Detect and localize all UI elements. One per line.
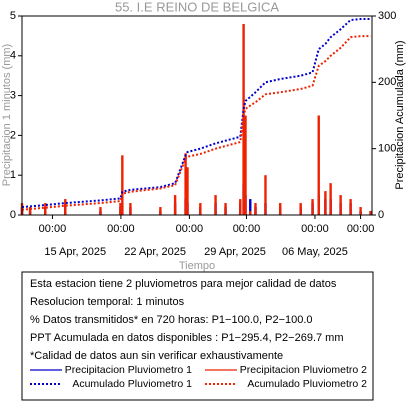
bar <box>121 155 124 215</box>
bar <box>119 203 122 215</box>
bar <box>129 203 132 215</box>
bar <box>324 191 327 215</box>
legend-label: Acumulado Pluviometro 2 <box>247 378 367 390</box>
note: Resolucion temporal: 1 minutos <box>30 296 185 308</box>
legend-label: Precipitacion Pluviometro 1 <box>65 364 192 376</box>
bar <box>199 203 202 215</box>
cumulative-line <box>21 18 371 209</box>
legend-label: Precipitacion Pluviometro 2 <box>240 364 367 376</box>
x-date-label: 06 May, 2025 <box>282 246 348 258</box>
bar <box>224 203 227 215</box>
bar <box>249 211 252 215</box>
x-date-label: 15 Apr, 2025 <box>44 246 106 258</box>
bar <box>239 199 242 215</box>
y-tick-label: 4 <box>10 50 16 62</box>
x-tick-label: 00:00 <box>301 223 329 235</box>
x-tick-label: 00:00 <box>107 223 135 235</box>
y2-tick-label: 200 <box>378 76 396 88</box>
y2-tick-label: 300 <box>378 10 396 22</box>
x-date-label: 22 Apr, 2025 <box>124 246 186 258</box>
plot-frame <box>21 15 373 216</box>
bar <box>244 115 247 215</box>
chart-title: 55. I.E REINO DE BELGICA <box>115 0 279 14</box>
bar <box>99 207 102 215</box>
bar <box>254 203 257 215</box>
x-tick-label: 00:00 <box>233 223 261 235</box>
bar <box>369 211 372 215</box>
x-tick-label: 00:00 <box>347 223 375 235</box>
y-tick-label: 0 <box>10 209 16 221</box>
bar <box>186 167 189 215</box>
bar <box>279 203 282 215</box>
x-tick-label: 00:00 <box>39 223 67 235</box>
bar <box>299 203 302 215</box>
y-tick-label: 2 <box>10 129 16 141</box>
y-axis-label: Precipitacion 1 minutos (mm) <box>1 44 13 186</box>
note: Esta estacion tiene 2 pluviometros para … <box>30 278 337 290</box>
bar <box>329 183 332 215</box>
bar <box>28 207 32 215</box>
bar <box>249 199 252 215</box>
y2-tick-label: 100 <box>378 143 396 155</box>
bar <box>64 199 67 215</box>
bar <box>44 203 47 215</box>
bar <box>173 195 177 215</box>
bar <box>264 175 267 215</box>
y-tick-label: 5 <box>10 10 16 22</box>
x-axis-label: Tiempo <box>179 260 215 272</box>
bar <box>317 115 320 215</box>
note: % Datos transmitidos* en 720 horas: P1−1… <box>30 314 313 326</box>
y2-axis-label: Precipitacion Acumulada (mm) <box>394 40 406 189</box>
bar <box>359 207 362 215</box>
cumulative-line <box>21 35 371 211</box>
bar <box>159 207 162 215</box>
x-tick-label: 00:00 <box>176 223 204 235</box>
y-tick-label: 3 <box>10 90 16 102</box>
bar <box>349 199 352 215</box>
note: *Calidad de datos aun sin verificar exha… <box>30 350 283 362</box>
bar <box>311 199 314 215</box>
bar <box>339 195 342 215</box>
bar <box>184 153 187 215</box>
y-tick-label: 1 <box>10 169 16 181</box>
y2-tick-label: 0 <box>378 209 384 221</box>
legend-box <box>21 271 374 401</box>
legend-label: Acumulado Pluviometro 1 <box>72 378 192 390</box>
note: PPT Acumulada en datos disponibles : P1−… <box>30 332 344 344</box>
bar <box>214 195 217 215</box>
x-date-label: 29 Apr, 2025 <box>204 246 266 258</box>
